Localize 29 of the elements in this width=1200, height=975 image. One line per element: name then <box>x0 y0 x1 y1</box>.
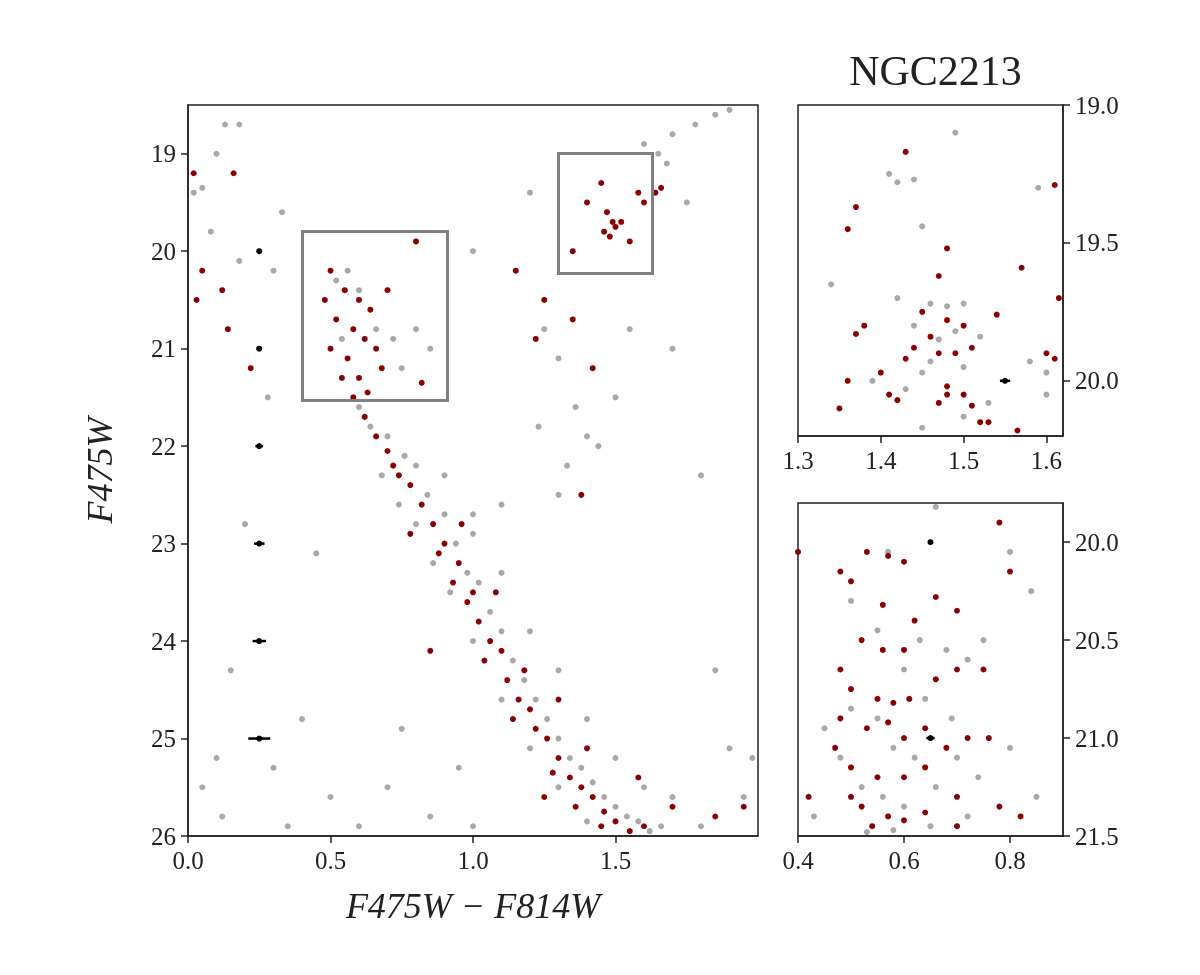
x-tick-label: 1.4 <box>865 447 897 474</box>
x-tick-label: 0.0 <box>172 847 204 874</box>
y-tick-label: 21.5 <box>1075 822 1119 850</box>
y-tick-label: 20.5 <box>1075 626 1119 654</box>
x-tick-label: 0.8 <box>994 847 1026 874</box>
y-tick-label: 19.5 <box>1075 229 1119 257</box>
chart-title: NGC2213 <box>849 48 1022 94</box>
x-tick-label: 0.6 <box>888 847 920 874</box>
y-tick-label: 19 <box>151 140 176 168</box>
y-tick-label: 24 <box>151 627 177 655</box>
x-tick-label: 1.3 <box>782 447 814 474</box>
y-tick-label: 21.0 <box>1075 724 1119 752</box>
x-axis-title: F475W − F814W <box>344 886 604 926</box>
x-tick-label: 1.0 <box>457 847 489 874</box>
y-tick-label: 26 <box>151 822 176 850</box>
y-tick-label: 25 <box>151 725 176 753</box>
x-tick-label: 0.5 <box>314 847 347 874</box>
y-tick-label: 21 <box>151 335 176 363</box>
y-tick-label: 23 <box>151 530 176 558</box>
x-tick-label: 1.5 <box>948 447 980 474</box>
y-tick-label: 19.0 <box>1075 91 1119 119</box>
x-tick-label: 0.4 <box>782 847 815 874</box>
y-tick-label: 20.0 <box>1075 367 1119 395</box>
y-tick-label: 20 <box>151 237 176 265</box>
y-tick-label: 22 <box>151 432 176 460</box>
y-tick-label: 20.0 <box>1075 528 1119 556</box>
x-tick-label: 1.6 <box>1030 447 1063 474</box>
x-tick-label: 1.5 <box>599 847 632 874</box>
y-axis-title: F475W <box>80 414 120 525</box>
